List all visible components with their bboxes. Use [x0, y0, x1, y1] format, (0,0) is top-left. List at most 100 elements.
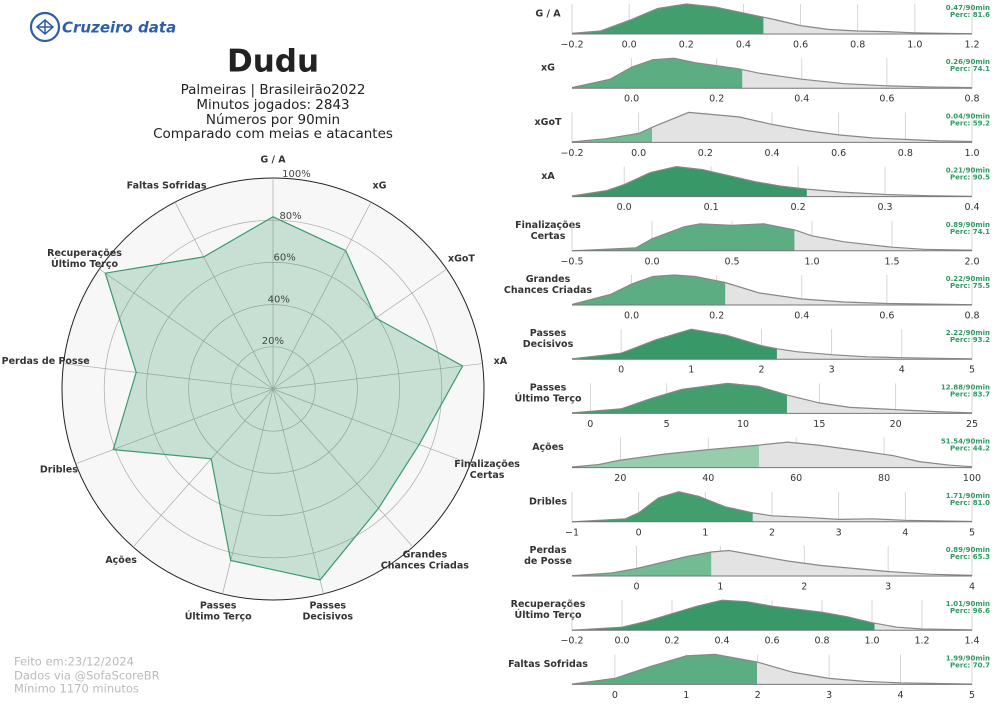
density-area — [572, 112, 972, 143]
x-tick-label: 60 — [790, 473, 802, 484]
x-tick-label: 3 — [826, 690, 832, 701]
x-tick-label: 5 — [969, 527, 975, 538]
x-tick-label: 0.4 — [964, 202, 979, 213]
footer-note: Mínimo 1170 minutos — [14, 682, 139, 696]
radar-spoke — [132, 388, 274, 548]
density-title: Decisivos — [523, 339, 574, 350]
density-title: Último Terço — [514, 609, 581, 621]
radar-axis-label: Último Terço — [185, 610, 252, 622]
x-tick-label: 0 — [612, 690, 618, 701]
x-tick-label: 2 — [801, 582, 807, 593]
density-line — [571, 599, 973, 631]
density-title: Certas — [531, 231, 566, 242]
value-label: 0.47/90min — [946, 4, 990, 12]
subtitle: Palmeiras | Brasileirão2022 — [181, 82, 366, 98]
radar-spoke — [99, 268, 274, 390]
x-tick-label: 15 — [813, 419, 825, 430]
x-tick-label: 0.2 — [664, 636, 679, 647]
radar-axis-label: Dribles — [40, 465, 78, 476]
radar-axis-label: Grandes — [403, 549, 448, 560]
density-title: Recuperações — [511, 599, 586, 610]
density-line — [571, 441, 973, 468]
density-title: xGoT — [535, 117, 562, 128]
value-area — [572, 552, 712, 576]
percentile-label: Perc: 93.2 — [950, 336, 990, 344]
percentile-label: Perc: 74.1 — [950, 228, 990, 236]
x-tick-label: 1.0 — [964, 148, 979, 159]
value-label: 1.99/90min — [946, 654, 990, 662]
x-tick-label: 0.6 — [793, 40, 808, 51]
x-tick-label: 4 — [899, 365, 905, 376]
radar-spoke — [63, 363, 274, 390]
density-line — [571, 274, 973, 306]
x-tick-label: 0.2 — [791, 202, 806, 213]
logo: Cruzeiro data — [29, 11, 176, 43]
radar-spoke — [272, 202, 372, 390]
percentile-label: Perc: 96.6 — [950, 607, 990, 615]
x-tick-label: −0.2 — [560, 148, 583, 159]
density-title: Chances Criadas — [504, 285, 592, 296]
percentile-label: Perc: 70.7 — [950, 661, 990, 669]
percentile-label: Perc: 74.1 — [950, 65, 990, 73]
density-line — [571, 549, 973, 577]
radar-axis-label: Último Terço — [51, 258, 118, 270]
density-title: Perdas — [530, 545, 567, 556]
x-tick-label: 0.8 — [898, 148, 913, 159]
radar-axis-label: Finalizações — [454, 459, 520, 470]
density-title: Último Terço — [514, 392, 581, 404]
value-area — [572, 4, 764, 34]
x-tick-label: 20 — [614, 473, 626, 484]
x-tick-label: 1.4 — [964, 636, 979, 647]
radar-spoke — [75, 388, 274, 465]
x-tick-label: 1 — [702, 527, 708, 538]
x-tick-label: 0.4 — [736, 40, 751, 51]
x-tick-label: 0.3 — [877, 202, 892, 213]
density-title: Passes — [530, 382, 567, 393]
footer-note: Dados via @SofaScoreBR — [14, 669, 160, 683]
radar-area — [104, 216, 464, 581]
value-area — [572, 275, 726, 305]
density-line — [571, 653, 973, 685]
radar-axis-label: Faltas Sofridas — [127, 181, 207, 192]
subtitle: Números por 90min — [206, 112, 340, 128]
value-area — [572, 223, 795, 251]
density-title: Dribles — [529, 496, 567, 507]
radar-axis-label: Passes — [200, 600, 237, 611]
x-tick-label: 5 — [664, 419, 670, 430]
radar-spoke — [272, 363, 483, 390]
density-line — [571, 328, 973, 360]
percentile-label: Perc: 75.5 — [950, 282, 990, 290]
x-tick-label: 0.0 — [622, 40, 637, 51]
radar-tick-label: 40% — [268, 294, 290, 305]
density-title: Finalizações — [515, 220, 581, 231]
radar-axis-label: Chances Criadas — [381, 560, 469, 571]
radar-spoke — [272, 388, 414, 548]
value-label: 0.04/90min — [946, 112, 990, 120]
x-tick-label: 2 — [758, 365, 764, 376]
x-tick-label: 5 — [969, 690, 975, 701]
density-title: de Posse — [524, 556, 572, 567]
radar-spoke — [272, 388, 471, 465]
density-title: xG — [541, 63, 555, 74]
footer-note: Feito em:23/12/2024 — [14, 655, 134, 669]
radar-axis-label: G / A — [260, 155, 286, 166]
density-line — [571, 111, 973, 143]
value-label: 51.54/90min — [941, 438, 990, 446]
percentile-label: Perc: 44.2 — [950, 445, 990, 453]
value-area — [572, 166, 807, 197]
density-line — [571, 165, 973, 197]
x-tick-label: 0.8 — [964, 94, 979, 105]
x-tick-label: 40 — [702, 473, 714, 484]
x-tick-label: 1 — [717, 582, 723, 593]
x-tick-label: 3 — [885, 582, 891, 593]
density-title: Faltas Sofridas — [508, 659, 588, 670]
density-title: xA — [541, 171, 555, 182]
value-area — [572, 58, 743, 89]
x-tick-label: 0.0 — [624, 94, 639, 105]
radar-axis-label: Passes — [310, 600, 347, 611]
density-title: Passes — [530, 328, 567, 339]
value-area — [572, 383, 787, 414]
x-tick-label: 4 — [902, 527, 908, 538]
x-tick-label: 3 — [836, 527, 842, 538]
